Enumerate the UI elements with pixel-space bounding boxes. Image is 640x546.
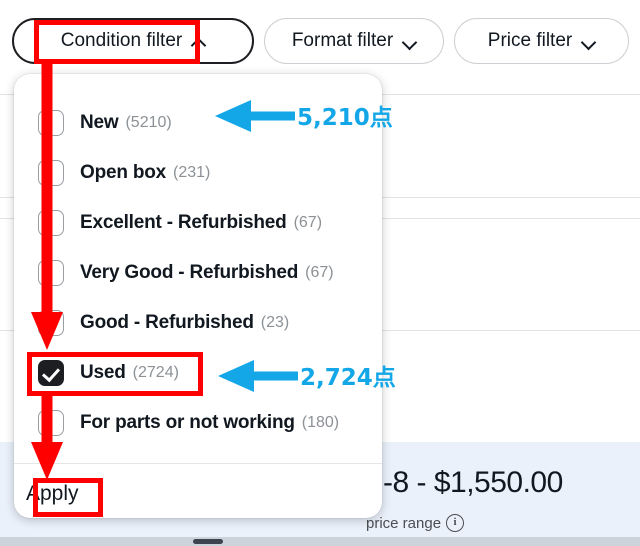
checkbox-excellent-refurbished[interactable] [38, 210, 64, 236]
option-label: For parts or not working [80, 412, 295, 433]
dropdown-divider [14, 463, 382, 464]
option-count: (231) [173, 164, 211, 181]
option-row-excellent-refurbished[interactable]: Excellent - Refurbished (67) [14, 198, 382, 248]
option-count: (23) [260, 314, 290, 331]
option-label: Open box [80, 162, 167, 183]
option-row-for-parts[interactable]: For parts or not working (180) [14, 398, 382, 448]
price-range-caption-text: price range [366, 514, 442, 532]
option-label: Used [80, 362, 126, 383]
scrollbar-thumb[interactable] [193, 539, 223, 544]
option-row-open-box[interactable]: Open box (231) [14, 148, 382, 198]
option-count: (2724) [132, 364, 179, 381]
price-range-value: -8 - $1,550.00 [383, 466, 563, 499]
condition-filter-label: Condition filter [60, 30, 183, 51]
option-count: (67) [305, 264, 334, 281]
price-range-caption: price range i [366, 514, 465, 532]
checkbox-very-good-refurbished[interactable] [38, 260, 64, 286]
condition-filter-button[interactable]: Condition filter [12, 18, 254, 64]
checkbox-open-box[interactable] [38, 160, 64, 186]
option-label: Excellent - Refurbished [80, 212, 287, 233]
horizontal-scrollbar[interactable] [0, 537, 640, 546]
format-filter-button[interactable]: Format filter [264, 18, 444, 64]
checkbox-used[interactable] [38, 360, 64, 386]
checkbox-for-parts[interactable] [38, 410, 64, 436]
option-row-used[interactable]: Used (2724) [14, 348, 382, 398]
condition-option-list: New (5210) Open box (231) Excellent - Re… [14, 98, 382, 448]
option-row-good-refurbished[interactable]: Good - Refurbished (23) [14, 298, 382, 348]
option-label: Good - Refurbished [80, 312, 254, 333]
callout-label-used-count: 2,724点 [300, 365, 396, 391]
option-label: New [80, 112, 119, 133]
info-icon[interactable]: i [446, 514, 465, 532]
format-filter-label: Format filter [291, 30, 394, 51]
condition-filter-dropdown: New (5210) Open box (231) Excellent - Re… [14, 74, 382, 518]
option-count: (67) [293, 214, 323, 231]
checkbox-new[interactable] [38, 110, 64, 136]
option-label: Very Good - Refurbished [80, 262, 299, 283]
option-count: (5210) [125, 114, 172, 131]
option-count: (180) [301, 414, 340, 431]
option-row-very-good-refurbished[interactable]: Very Good - Refurbished (67) [14, 248, 382, 298]
callout-label-new-count: 5,210点 [297, 105, 393, 131]
chevron-up-icon [192, 35, 205, 48]
price-filter-label: Price filter [487, 30, 573, 51]
price-filter-button[interactable]: Price filter [454, 18, 629, 64]
apply-button[interactable]: Apply [26, 482, 79, 505]
chevron-down-icon [582, 35, 595, 48]
checkbox-good-refurbished[interactable] [38, 310, 64, 336]
chevron-down-icon [403, 35, 416, 48]
